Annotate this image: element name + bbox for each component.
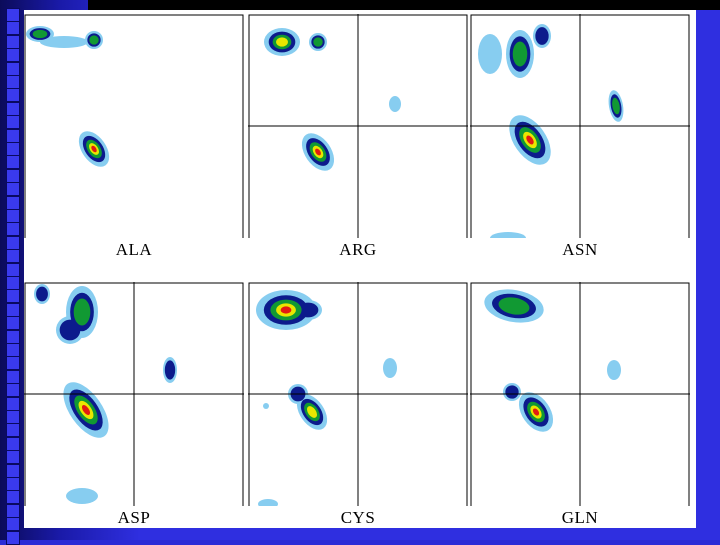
density-contour-level-3	[73, 298, 91, 326]
decorative-square	[6, 75, 20, 89]
density-contour-level-3	[89, 35, 99, 45]
plot-panel-asp	[24, 282, 244, 506]
decorative-square	[6, 195, 20, 210]
decorative-square	[6, 168, 20, 183]
decorative-square	[6, 383, 20, 398]
density-contour-level-1	[490, 232, 526, 238]
density-contour-level-1	[40, 36, 88, 48]
density-regions	[26, 26, 110, 167]
decorative-square	[6, 182, 20, 197]
decorative-square	[6, 8, 20, 22]
density-regions	[478, 24, 624, 238]
density-contour-level-3	[32, 29, 48, 39]
panel-label: CYS	[340, 508, 376, 527]
decorative-square	[6, 343, 20, 357]
panel-label: GLN	[561, 508, 599, 527]
decorative-square	[6, 503, 20, 518]
decorative-square	[6, 423, 20, 438]
density-contour-level-3	[612, 97, 620, 115]
density-contour-level-3	[313, 37, 323, 47]
density-contour-level-5	[280, 306, 292, 314]
top-band	[88, 0, 720, 10]
density-plot	[470, 282, 690, 506]
plot-panel-ala	[24, 14, 244, 238]
decorative-square	[6, 222, 20, 237]
decorative-square	[6, 249, 20, 264]
decorative-square	[6, 21, 20, 36]
density-plot	[470, 14, 690, 238]
density-contour-level-5	[526, 135, 534, 145]
density-contour-level-3	[498, 297, 530, 315]
density-regions	[484, 289, 621, 432]
decorative-square	[6, 142, 20, 156]
panel-label: ASN	[562, 240, 598, 259]
density-contour-level-1	[263, 403, 269, 409]
density-contour-level-5	[81, 405, 91, 415]
density-contour-level-1	[478, 34, 502, 74]
density-contour-level-1	[383, 358, 397, 378]
density-contour-level-2	[59, 319, 81, 341]
density-regions	[256, 290, 397, 506]
density-plot	[248, 14, 468, 238]
density-contour-level-4	[276, 37, 288, 47]
decorative-square	[6, 396, 20, 411]
decorative-square	[6, 477, 20, 491]
decorative-square	[6, 155, 20, 170]
decorative-square	[6, 302, 20, 317]
density-contour-level-5	[315, 148, 321, 156]
density-contour-level-1	[258, 499, 278, 506]
panel-label: ASP	[117, 508, 151, 527]
density-contour-level-2	[535, 27, 549, 45]
density-contour-level-1	[389, 96, 401, 112]
decorative-square	[6, 128, 20, 143]
plot-panel-cys	[248, 282, 468, 506]
decorative-square	[6, 235, 20, 250]
panel-label: ALA	[115, 240, 153, 259]
decorative-square	[6, 316, 20, 331]
density-contour-level-5	[91, 145, 97, 153]
density-contour-level-1	[607, 360, 621, 380]
density-contour-level-2	[36, 286, 48, 302]
decorative-square	[6, 410, 20, 424]
decorative-square	[6, 517, 20, 532]
decorative-square	[6, 48, 20, 63]
decorative-square	[6, 101, 20, 116]
decorative-square	[6, 436, 20, 451]
decorative-square	[6, 490, 20, 505]
density-plot	[248, 282, 468, 506]
decorative-square	[6, 276, 20, 290]
decorative-square	[6, 209, 20, 223]
density-contour-level-2	[505, 385, 519, 399]
plot-panel-asn	[470, 14, 690, 238]
density-plot	[24, 282, 244, 506]
plot-frame	[24, 14, 244, 238]
density-plot	[24, 14, 244, 238]
decorative-square	[6, 88, 20, 103]
density-contour-level-1	[66, 488, 98, 504]
decorative-square	[6, 530, 20, 545]
decorative-square	[6, 115, 20, 130]
decorative-square	[6, 34, 20, 49]
density-contour-level-5	[532, 408, 540, 416]
density-contour-level-4	[307, 406, 317, 418]
decorative-square	[6, 262, 20, 277]
density-regions	[264, 28, 401, 171]
panel-label: ARG	[339, 240, 377, 259]
decorative-square	[6, 450, 20, 465]
plot-panel-gln	[470, 282, 690, 506]
density-contour-level-2	[297, 302, 319, 318]
ramachandran-figure: ALA ARG ASN ASP CYS GLN	[24, 10, 696, 528]
density-contour-level-2	[164, 360, 176, 380]
plot-panel-arg	[248, 14, 468, 238]
decorative-squares	[0, 0, 26, 545]
decorative-square	[6, 329, 20, 344]
density-regions	[34, 284, 177, 504]
decorative-square	[6, 61, 20, 76]
decorative-square	[6, 356, 20, 371]
density-contour-level-3	[512, 41, 528, 67]
decorative-square	[6, 289, 20, 304]
decorative-square	[6, 369, 20, 384]
decorative-square	[6, 463, 20, 478]
